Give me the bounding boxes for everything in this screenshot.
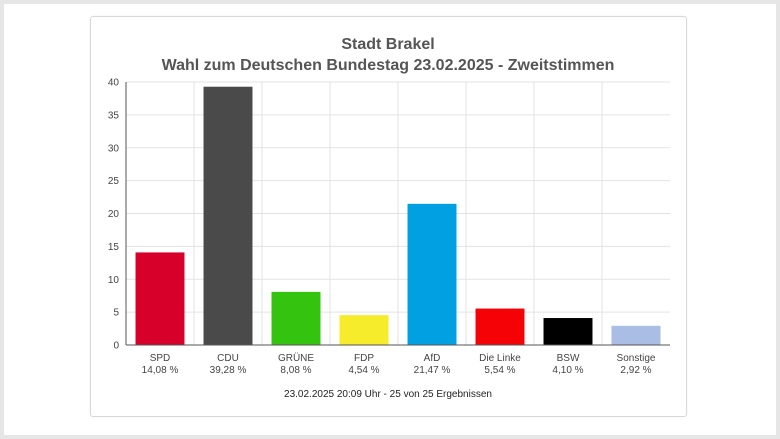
bar-die-linke bbox=[475, 308, 525, 345]
chart-title: Stadt Brakel bbox=[341, 36, 434, 53]
y-tick-label: 10 bbox=[108, 275, 120, 286]
x-tick-label: BSW bbox=[557, 353, 580, 364]
chart-subtitle: Wahl zum Deutschen Bundestag 23.02.2025 … bbox=[162, 57, 615, 74]
y-tick-label: 5 bbox=[113, 308, 119, 319]
x-tick-label: Die Linke bbox=[479, 353, 521, 364]
data-label: 4,10 % bbox=[552, 365, 583, 376]
data-label: 8,08 % bbox=[280, 365, 311, 376]
x-tick-label: SPD bbox=[150, 353, 171, 364]
chart-card bbox=[90, 16, 687, 417]
bars bbox=[135, 86, 661, 345]
x-tick-label: GRÜNE bbox=[278, 352, 314, 364]
y-tick-label: 15 bbox=[108, 242, 120, 253]
bar-afd bbox=[407, 203, 457, 345]
x-tick-label: FDP bbox=[354, 353, 374, 364]
y-tick-label: 25 bbox=[108, 176, 120, 187]
y-axis-ticks: 0 5 10 15 20 25 30 35 40 bbox=[108, 78, 120, 352]
data-label: 5,54 % bbox=[484, 365, 515, 376]
bar-bsw bbox=[543, 318, 593, 345]
x-tick-label: AfD bbox=[424, 353, 441, 364]
chart-footer: 23.02.2025 20:09 Uhr - 25 von 25 Ergebni… bbox=[284, 389, 492, 400]
bar-sonstige bbox=[611, 325, 661, 345]
y-tick-label: 0 bbox=[113, 341, 119, 352]
y-tick-label: 40 bbox=[108, 78, 120, 89]
x-tick-label: Sonstige bbox=[617, 353, 656, 364]
x-tick-label: CDU bbox=[217, 353, 239, 364]
data-label: 21,47 % bbox=[414, 365, 451, 376]
y-tick-label: 20 bbox=[108, 209, 120, 220]
y-tick-label: 30 bbox=[108, 143, 120, 154]
bar-spd bbox=[135, 252, 185, 345]
bar-fdp bbox=[339, 315, 389, 345]
bar-gr-ne bbox=[271, 291, 321, 345]
data-label: 2,92 % bbox=[620, 365, 651, 376]
data-label: 14,08 % bbox=[142, 365, 179, 376]
y-tick-label: 35 bbox=[108, 110, 120, 121]
data-label: 4,54 % bbox=[348, 365, 379, 376]
bar-cdu bbox=[203, 86, 253, 345]
data-label: 39,28 % bbox=[210, 365, 247, 376]
